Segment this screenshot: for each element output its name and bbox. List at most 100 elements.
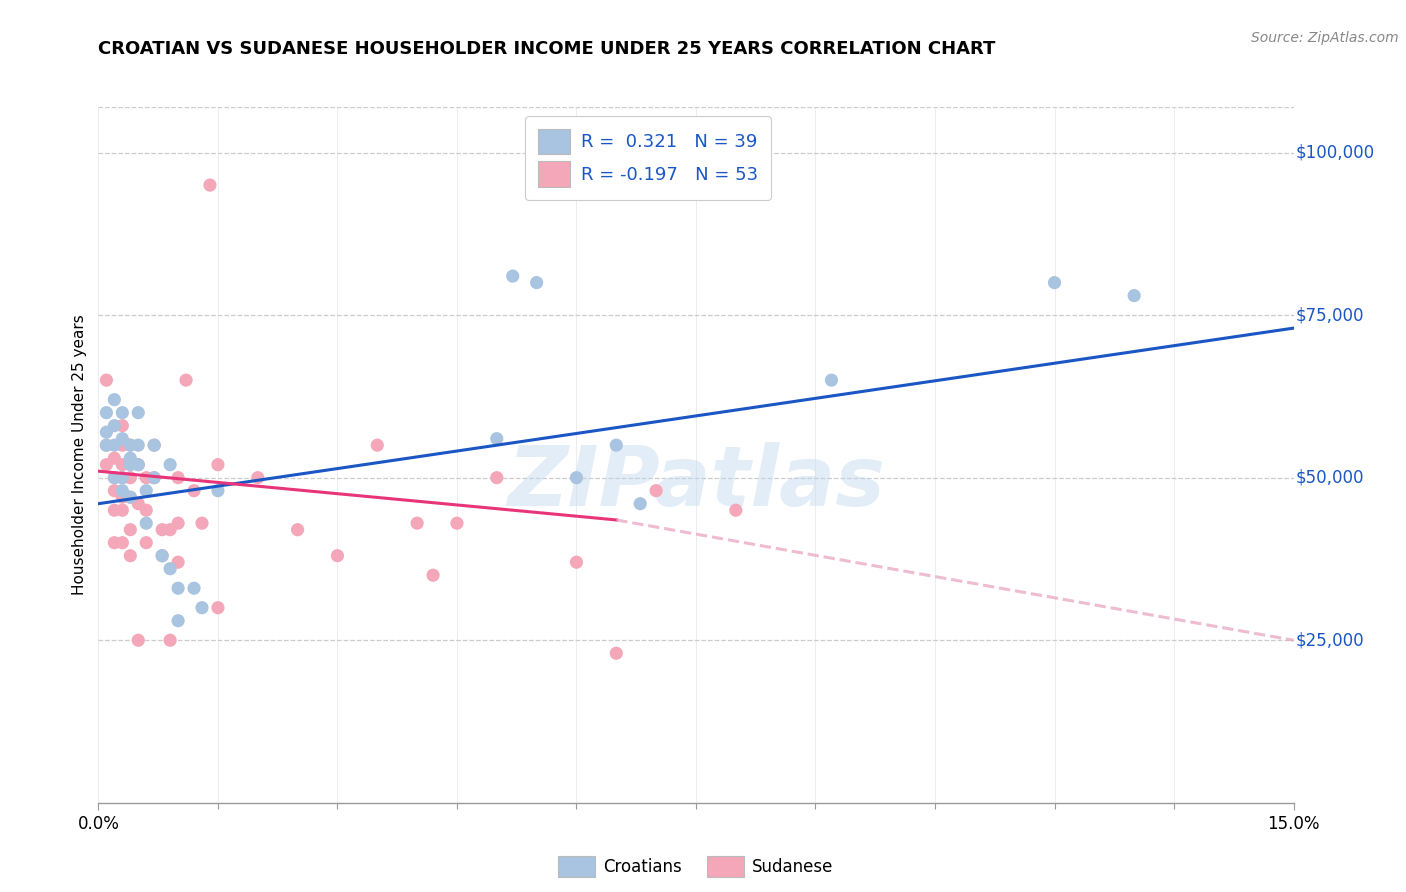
Point	[207, 458, 229, 472]
Point	[120, 523, 142, 537]
Point	[605, 646, 627, 660]
Point	[120, 438, 142, 452]
Point	[159, 523, 181, 537]
Point	[820, 373, 842, 387]
Point	[174, 373, 197, 387]
Point	[724, 503, 747, 517]
Point	[120, 451, 142, 466]
Point	[103, 438, 125, 452]
Point	[207, 483, 229, 498]
Text: Source: ZipAtlas.com: Source: ZipAtlas.com	[1251, 31, 1399, 45]
Y-axis label: Householder Income Under 25 years: Householder Income Under 25 years	[72, 315, 87, 595]
Point	[422, 568, 444, 582]
Point	[135, 503, 157, 517]
Point	[143, 471, 166, 485]
Point	[159, 458, 181, 472]
Point	[96, 373, 118, 387]
Text: $75,000: $75,000	[1296, 306, 1364, 324]
Point	[111, 418, 134, 433]
Point	[120, 490, 142, 504]
Point	[605, 438, 627, 452]
Point	[502, 269, 524, 284]
Point	[645, 483, 668, 498]
Point	[127, 406, 149, 420]
Point	[120, 471, 142, 485]
Point	[191, 516, 214, 531]
Point	[127, 438, 149, 452]
Point	[96, 425, 118, 439]
Point	[120, 549, 142, 563]
Point	[143, 438, 166, 452]
Point	[1043, 276, 1066, 290]
Point	[111, 471, 134, 485]
Point	[103, 451, 125, 466]
Point	[207, 600, 229, 615]
Point	[526, 276, 548, 290]
Point	[120, 438, 142, 452]
Point	[103, 503, 125, 517]
Point	[103, 418, 125, 433]
Point	[485, 432, 508, 446]
Text: $100,000: $100,000	[1296, 144, 1375, 161]
Point	[191, 600, 214, 615]
Point	[628, 497, 651, 511]
Point	[127, 458, 149, 472]
Point	[96, 438, 118, 452]
Point	[183, 483, 205, 498]
Point	[96, 438, 118, 452]
Point	[135, 535, 157, 549]
Point	[159, 562, 181, 576]
Point	[143, 471, 166, 485]
Point	[150, 549, 173, 563]
Point	[565, 555, 588, 569]
Point	[103, 483, 125, 498]
Point	[127, 497, 149, 511]
Point	[159, 633, 181, 648]
Legend: Croatians, Sudanese: Croatians, Sudanese	[550, 848, 842, 885]
Point	[167, 516, 190, 531]
Point	[96, 406, 118, 420]
Point	[135, 516, 157, 531]
Point	[96, 458, 118, 472]
Point	[446, 516, 468, 531]
Point	[111, 438, 134, 452]
Text: $50,000: $50,000	[1296, 468, 1364, 487]
Point	[103, 471, 125, 485]
Point	[326, 549, 349, 563]
Point	[406, 516, 429, 531]
Point	[143, 438, 166, 452]
Point	[287, 523, 309, 537]
Point	[103, 535, 125, 549]
Point	[150, 523, 173, 537]
Point	[167, 555, 190, 569]
Text: CROATIAN VS SUDANESE HOUSEHOLDER INCOME UNDER 25 YEARS CORRELATION CHART: CROATIAN VS SUDANESE HOUSEHOLDER INCOME …	[98, 40, 995, 58]
Point	[111, 406, 134, 420]
Point	[120, 458, 142, 472]
Point	[103, 471, 125, 485]
Point	[246, 471, 269, 485]
Point	[111, 535, 134, 549]
Point	[198, 178, 221, 192]
Text: $25,000: $25,000	[1296, 632, 1365, 649]
Point	[167, 471, 190, 485]
Point	[485, 471, 508, 485]
Point	[111, 471, 134, 485]
Point	[167, 581, 190, 595]
Text: ZIPatlas: ZIPatlas	[508, 442, 884, 524]
Point	[111, 458, 134, 472]
Point	[565, 471, 588, 485]
Point	[366, 438, 388, 452]
Point	[183, 581, 205, 595]
Point	[127, 633, 149, 648]
Point	[135, 471, 157, 485]
Point	[1123, 288, 1146, 302]
Point	[111, 483, 134, 498]
Point	[111, 503, 134, 517]
Point	[111, 490, 134, 504]
Point	[120, 490, 142, 504]
Point	[167, 614, 190, 628]
Point	[103, 392, 125, 407]
Point	[111, 432, 134, 446]
Point	[150, 549, 173, 563]
Point	[135, 483, 157, 498]
